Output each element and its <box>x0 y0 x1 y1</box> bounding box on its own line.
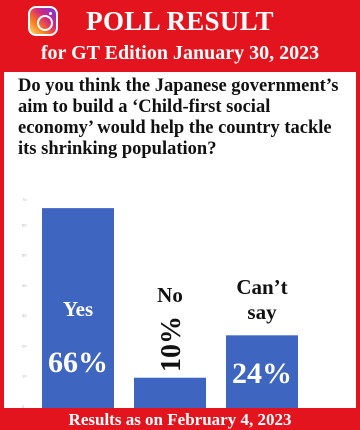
bar-can-t-say <box>226 335 298 408</box>
bar-yes <box>42 208 114 408</box>
y-tick-label: 30 <box>22 313 27 318</box>
category-label: Yes <box>63 297 93 321</box>
value-label: 66% <box>48 346 108 379</box>
poll-footer: Results as on February 4, 2023 <box>4 408 356 430</box>
y-tick-label: 40 <box>22 283 27 288</box>
y-tick-label: 50 <box>22 253 27 258</box>
category-label: No <box>157 283 183 307</box>
instagram-icon <box>28 6 58 36</box>
y-tick-label: 10 <box>22 374 27 379</box>
value-label: 10% <box>156 316 187 372</box>
poll-bar-chart: 0 10 20 30 40 50 60 70 Yes 66% No 10% Can’t say 24% <box>22 197 298 408</box>
poll-header: POLL RESULT for GT Edition January 30, 2… <box>4 0 356 72</box>
poll-title: POLL RESULT <box>86 6 274 36</box>
poll-question: Do you think the Japanese government’s a… <box>18 76 339 159</box>
value-label: 24% <box>232 357 292 390</box>
bar-no <box>134 377 206 408</box>
y-tick-label: 20 <box>22 343 27 348</box>
y-tick-label: 0 <box>22 404 25 408</box>
y-tick-label: 60 <box>22 222 27 227</box>
y-tick-label: 70 <box>22 197 27 202</box>
poll-subtitle: for GT Edition January 30, 2023 <box>40 42 320 64</box>
category-label: Can’t say <box>236 275 287 324</box>
